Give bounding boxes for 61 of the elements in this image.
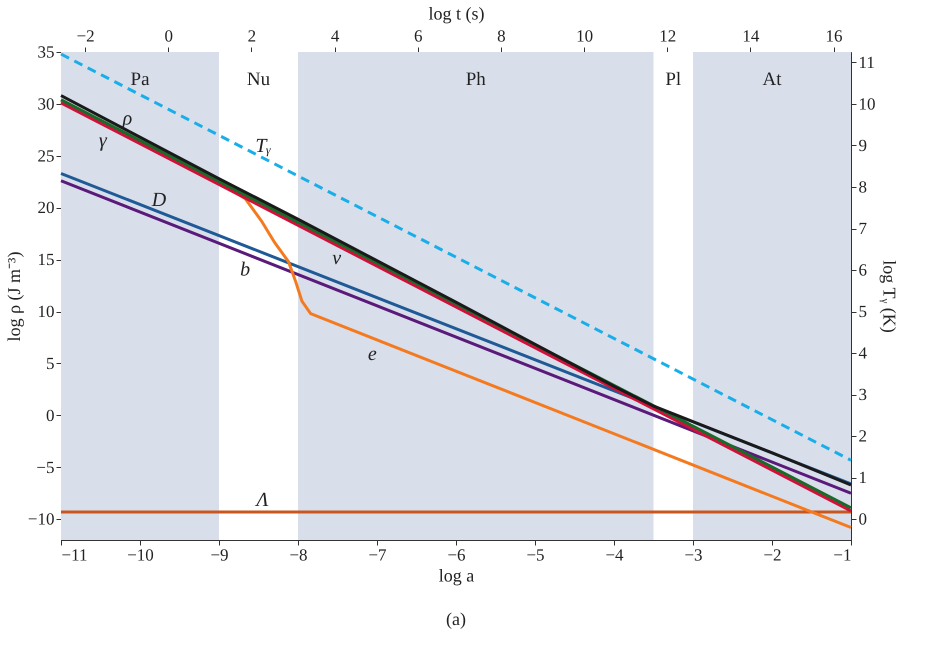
annotation: e <box>368 343 377 366</box>
y2-tick-label: 11 <box>858 52 875 72</box>
x-tick-label: −7 <box>368 546 388 564</box>
annotation: γ <box>98 129 108 152</box>
y-tick-label: −10 <box>28 510 54 529</box>
x-tick-label: −3 <box>684 546 703 564</box>
y2-tick-label: 5 <box>858 302 867 322</box>
y-tick-label: 25 <box>38 146 54 166</box>
y-tick-label: 0 <box>46 406 54 425</box>
annotation: ρ <box>122 107 132 130</box>
annotation: D <box>150 189 167 211</box>
x-tick-label: −10 <box>127 546 154 564</box>
band-label: Pa <box>130 69 150 90</box>
annotation: b <box>240 258 250 281</box>
x2-axis-title: log t (s) <box>428 4 484 24</box>
y2-tick-label: 2 <box>858 426 867 446</box>
y-tick-label: 35 <box>38 42 54 62</box>
band-label: Ph <box>466 69 486 90</box>
y-tick-label: 5 <box>46 354 54 373</box>
x-tick-label: −4 <box>605 546 624 564</box>
x2-tick-label: 12 <box>659 26 676 46</box>
x2-tick-label: 14 <box>742 26 760 46</box>
y2-tick-label: 3 <box>858 385 867 404</box>
y-tick-label: 30 <box>38 94 54 114</box>
x2-tick-label: 4 <box>330 26 340 46</box>
y-tick-label: 20 <box>38 198 54 218</box>
band-label: At <box>762 69 782 90</box>
annotation: Tᵧ <box>255 134 272 157</box>
x-tick-label: −1 <box>833 546 852 564</box>
x-tick-label: −5 <box>526 546 545 564</box>
x-tick-label: −8 <box>289 546 308 564</box>
annotation: Λ <box>254 488 268 511</box>
x2-tick-label: 8 <box>497 26 506 46</box>
y2-axis-title: log Tᵧ (K) <box>880 260 900 333</box>
x2-tick-label: 10 <box>576 26 594 46</box>
x-tick-label: −11 <box>62 546 88 564</box>
y2-tick-label: 6 <box>858 260 867 280</box>
y2-tick-label: 8 <box>858 177 867 196</box>
band-label: Pl <box>665 69 682 90</box>
x-axis-title: log a <box>438 566 474 586</box>
y2-tick-label: 7 <box>858 219 868 238</box>
x2-tick-label: 16 <box>826 26 843 46</box>
x-tick-label: −6 <box>447 546 466 564</box>
text: (a) <box>446 609 466 629</box>
x-tick-label: −9 <box>210 546 229 564</box>
x2-tick-label: 0 <box>164 26 174 46</box>
y-tick-label: 10 <box>38 302 54 322</box>
x2-tick-label: −2 <box>76 26 95 46</box>
band-label: Nu <box>246 69 271 90</box>
x-tick-label: −2 <box>763 546 782 564</box>
y-axis-title: log ρ (J m⁻³) <box>4 252 24 342</box>
y-tick-label: −5 <box>36 458 54 477</box>
y2-tick-label: 10 <box>858 94 876 114</box>
y2-tick-label: 9 <box>858 136 867 155</box>
y2-tick-label: 4 <box>858 344 868 363</box>
y2-tick-label: 0 <box>858 510 867 529</box>
x2-tick-label: 2 <box>248 26 256 46</box>
annotation: ν <box>332 247 342 270</box>
y2-tick-label: 1 <box>858 468 867 488</box>
y-tick-label: 15 <box>38 250 54 270</box>
x2-tick-label: 6 <box>414 26 422 46</box>
